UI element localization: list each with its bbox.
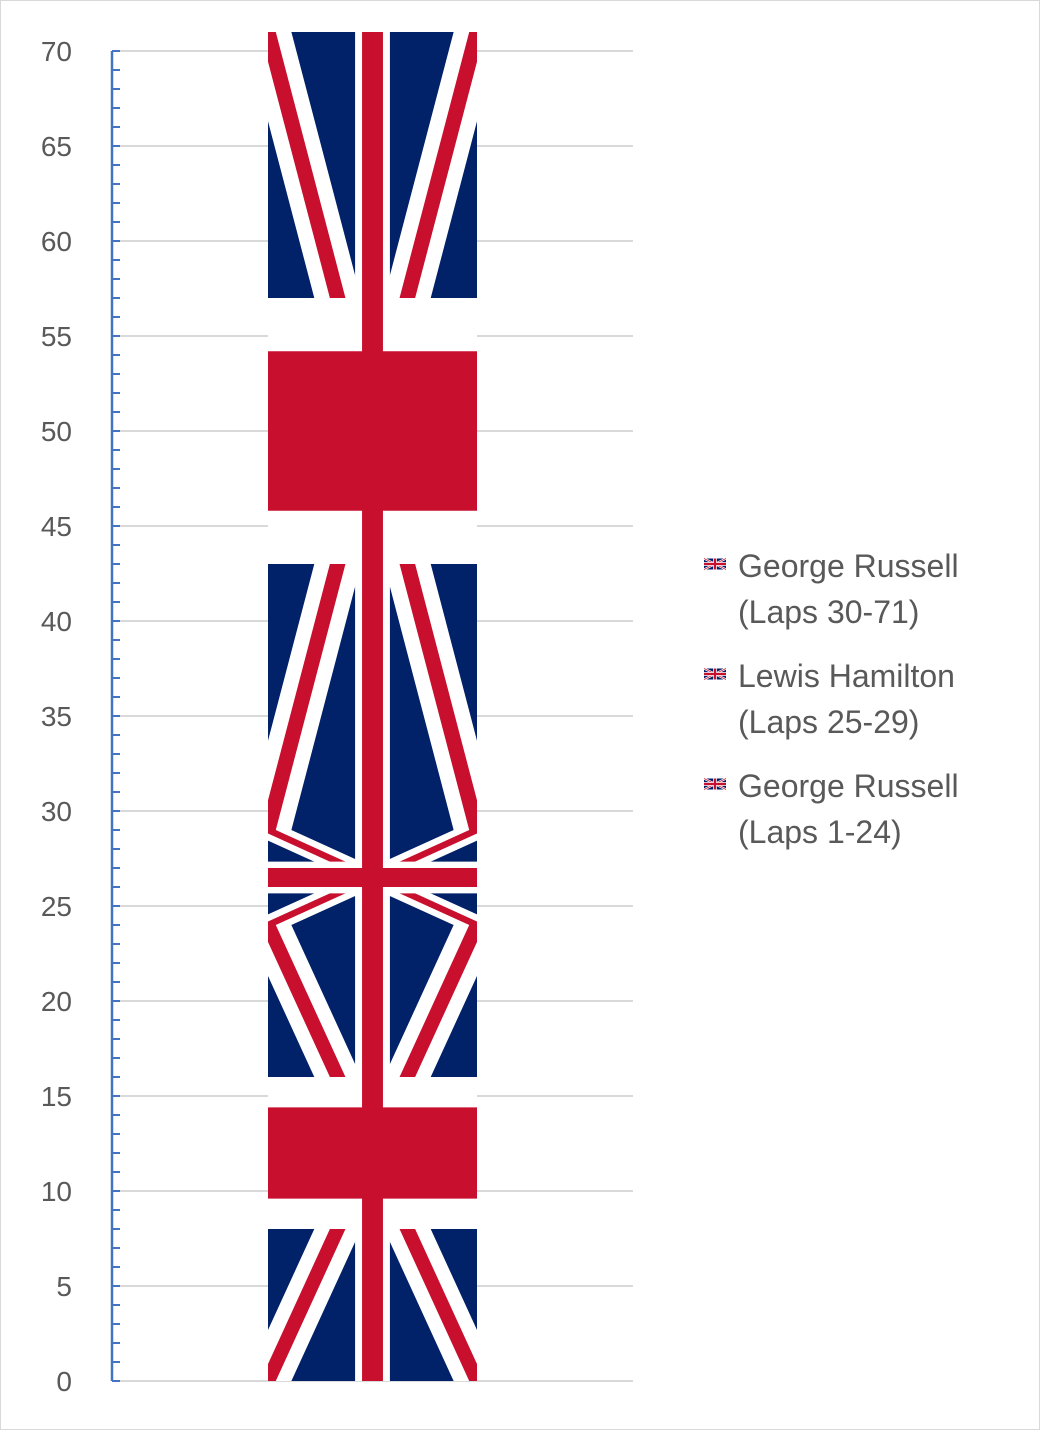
legend-label-line2: (Laps 30-71) [738,594,920,630]
y-tick-label: 35 [41,701,72,732]
uk-flag-icon [704,667,726,681]
legend-label-line1: George Russell [738,548,959,584]
y-tick-label: 55 [41,321,72,352]
legend-label: George Russell (Laps 1-24) [738,763,1008,855]
legend-label-line2: (Laps 25-29) [738,704,920,740]
y-tick-label: 5 [56,1271,72,1302]
y-tick-label: 70 [41,36,72,67]
y-tick-label: 0 [56,1366,72,1397]
y-tick-label: 50 [41,416,72,447]
legend-label: Lewis Hamilton (Laps 25-29) [738,653,1008,745]
legend-label: George Russell (Laps 30-71) [738,543,1008,635]
legend: George Russell (Laps 30-71) Lewis Hamilt… [704,543,1024,873]
y-axis: 0 5 10 15 20 25 30 35 40 45 50 55 60 65 70 [41,36,120,1397]
legend-label-line1: George Russell [738,768,959,804]
y-tick-label: 20 [41,986,72,1017]
uk-flag-icon [704,777,726,791]
legend-label-line2: (Laps 1-24) [738,814,902,850]
y-tick-label: 30 [41,796,72,827]
y-tick-label: 25 [41,891,72,922]
y-tick-label: 40 [41,606,72,637]
bar-segment [268,32,477,830]
y-tick-label: 60 [41,226,72,257]
y-tick-label: 15 [41,1081,72,1112]
bar-segment [268,925,477,1381]
legend-label-line1: Lewis Hamilton [738,658,955,694]
bar-stack [268,32,477,1381]
bar-segment [268,830,477,925]
y-tick-label: 45 [41,511,72,542]
legend-item: George Russell (Laps 1-24) [704,763,1024,855]
uk-flag-icon [704,557,726,571]
legend-item: Lewis Hamilton (Laps 25-29) [704,653,1024,745]
legend-item: George Russell (Laps 30-71) [704,543,1024,635]
y-tick-label: 10 [41,1176,72,1207]
y-tick-label: 65 [41,131,72,162]
